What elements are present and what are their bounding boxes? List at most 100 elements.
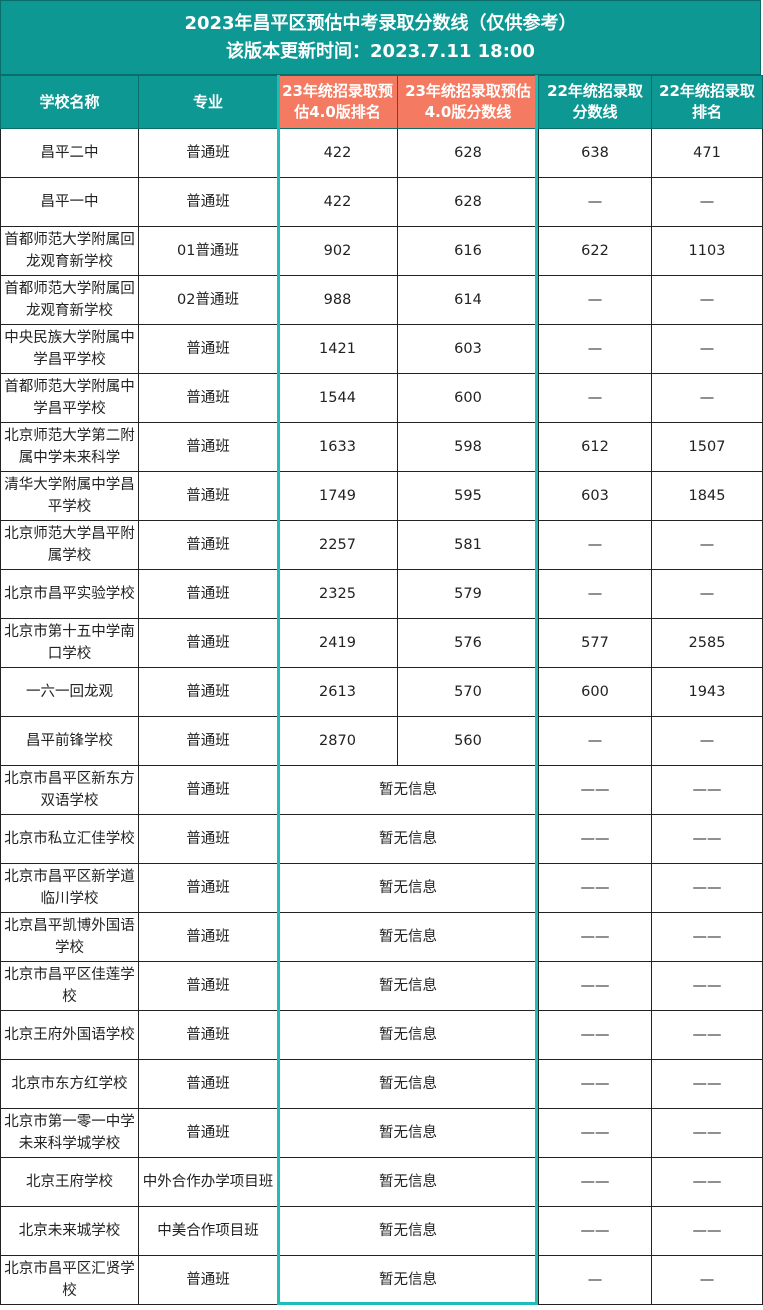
score-22-cell: 603 bbox=[538, 471, 652, 521]
table-row: 中央民族大学附属中学昌平学校 普通班 1421 603— — bbox=[0, 324, 763, 374]
major-cell: 普通班 bbox=[138, 1059, 278, 1109]
major-cell: 普通班 bbox=[138, 128, 278, 178]
rank-23-cell: 2325 bbox=[277, 569, 398, 619]
table-row: 北京市昌平实验学校 普通班 2325 579— — bbox=[0, 569, 763, 619]
rank-23-cell: 2257 bbox=[277, 520, 398, 570]
table-row: 昌平前锋学校 普通班 2870 560— — bbox=[0, 716, 763, 766]
table-row: 北京市昌平区新学道临川学校 普通班 暂无信息 —— —— bbox=[0, 863, 763, 913]
score-23-cell: 603 bbox=[397, 324, 539, 374]
rank-22-cell: —— bbox=[651, 1157, 763, 1207]
score-23-cell: 579 bbox=[397, 569, 539, 619]
score-22-cell: — bbox=[538, 275, 652, 325]
school-cell: 昌平二中 bbox=[0, 128, 139, 178]
rank-23-cell: 1544 bbox=[277, 373, 398, 423]
rank-22-cell: — bbox=[651, 324, 763, 374]
score-22-cell: 600 bbox=[538, 667, 652, 717]
rank-23-cell: 988 bbox=[277, 275, 398, 325]
school-cell: 首都师范大学附属回龙观育新学校 bbox=[0, 226, 139, 276]
no-info-cell: 暂无信息 bbox=[277, 863, 539, 913]
major-cell: 普通班 bbox=[138, 912, 278, 962]
score-22-cell: —— bbox=[538, 1157, 652, 1207]
major-cell: 普通班 bbox=[138, 177, 278, 227]
score-22-cell: — bbox=[538, 1255, 652, 1305]
school-cell: 昌平前锋学校 bbox=[0, 716, 139, 766]
rank-23-cell: 1421 bbox=[277, 324, 398, 374]
header-score-23: 23年统招录取预估4.0版分数线 bbox=[397, 75, 539, 129]
rank-22-cell: 1507 bbox=[651, 422, 763, 472]
score-22-cell: — bbox=[538, 520, 652, 570]
header-row: 学校名称 专业 23年统招录取预估4.0版排名 23年统招录取预估4.0版分数线… bbox=[0, 75, 763, 129]
table-row: 北京王府外国语学校 普通班 暂无信息 —— —— bbox=[0, 1010, 763, 1060]
no-info-cell: 暂无信息 bbox=[277, 1108, 539, 1158]
score-23-cell: 616 bbox=[397, 226, 539, 276]
rank-22-cell: —— bbox=[651, 1108, 763, 1158]
score-22-cell: —— bbox=[538, 814, 652, 864]
rank-22-cell: — bbox=[651, 275, 763, 325]
rank-23-cell: 902 bbox=[277, 226, 398, 276]
school-cell: 北京师范大学昌平附属学校 bbox=[0, 520, 139, 570]
major-cell: 普通班 bbox=[138, 520, 278, 570]
score-22-cell: —— bbox=[538, 1059, 652, 1109]
major-cell: 普通班 bbox=[138, 961, 278, 1011]
rank-22-cell: 1943 bbox=[651, 667, 763, 717]
rank-22-cell: 1845 bbox=[651, 471, 763, 521]
major-cell: 普通班 bbox=[138, 863, 278, 913]
rank-22-cell: — bbox=[651, 1255, 763, 1305]
table-row: 首都师范大学附属回龙观育新学校 02普通班 988 614— — bbox=[0, 275, 763, 325]
rank-22-cell: —— bbox=[651, 1206, 763, 1256]
no-info-cell: 暂无信息 bbox=[277, 1206, 539, 1256]
school-cell: 中央民族大学附属中学昌平学校 bbox=[0, 324, 139, 374]
table-row: 首都师范大学附属回龙观育新学校 01普通班 902 616 622 1103 bbox=[0, 226, 763, 276]
major-cell: 普通班 bbox=[138, 373, 278, 423]
school-cell: 北京市昌平区新学道临川学校 bbox=[0, 863, 139, 913]
major-cell: 普通班 bbox=[138, 1255, 278, 1305]
title-update-time: 该版本更新时间：2023.7.11 18:00 bbox=[226, 41, 535, 62]
score-23-cell: 600 bbox=[397, 373, 539, 423]
table-row: 北京师范大学昌平附属学校 普通班 2257 581— — bbox=[0, 520, 763, 570]
school-cell: 北京昌平凯博外国语学校 bbox=[0, 912, 139, 962]
rank-23-cell: 1749 bbox=[277, 471, 398, 521]
no-info-cell: 暂无信息 bbox=[277, 814, 539, 864]
score-22-cell: —— bbox=[538, 1108, 652, 1158]
no-info-cell: 暂无信息 bbox=[277, 912, 539, 962]
score-22-cell: 638 bbox=[538, 128, 652, 178]
title-main: 2023年昌平区预估中考录取分数线（仅供参考） bbox=[184, 13, 577, 34]
score-22-cell: — bbox=[538, 324, 652, 374]
school-cell: 北京市昌平区汇贤学校 bbox=[0, 1255, 139, 1305]
score-22-cell: — bbox=[538, 569, 652, 619]
score-22-cell: —— bbox=[538, 912, 652, 962]
major-cell: 普通班 bbox=[138, 765, 278, 815]
table-row: 北京市私立汇佳学校 普通班 暂无信息 —— —— bbox=[0, 814, 763, 864]
rank-22-cell: —— bbox=[651, 814, 763, 864]
table-row: 北京市昌平区新东方双语学校 普通班 暂无信息 —— —— bbox=[0, 765, 763, 815]
major-cell: 普通班 bbox=[138, 471, 278, 521]
school-cell: 北京市昌平区新东方双语学校 bbox=[0, 765, 139, 815]
score-22-cell: 622 bbox=[538, 226, 652, 276]
school-cell: 昌平一中 bbox=[0, 177, 139, 227]
table-row: 北京王府学校 中外合作办学项目班 暂无信息 —— —— bbox=[0, 1157, 763, 1207]
header-major: 专业 bbox=[138, 75, 278, 129]
school-cell: 北京王府学校 bbox=[0, 1157, 139, 1207]
rank-22-cell: —— bbox=[651, 863, 763, 913]
score-23-cell: 581 bbox=[397, 520, 539, 570]
score-22-cell: — bbox=[538, 177, 652, 227]
major-cell: 中外合作办学项目班 bbox=[138, 1157, 278, 1207]
header-score-22: 22年统招录取分数线 bbox=[538, 75, 652, 129]
major-cell: 01普通班 bbox=[138, 226, 278, 276]
major-cell: 02普通班 bbox=[138, 275, 278, 325]
score-23-cell: 614 bbox=[397, 275, 539, 325]
header-rank-22: 22年统招录取排名 bbox=[651, 75, 763, 129]
score-23-cell: 570 bbox=[397, 667, 539, 717]
rank-22-cell: — bbox=[651, 373, 763, 423]
score-22-cell: —— bbox=[538, 1206, 652, 1256]
no-info-cell: 暂无信息 bbox=[277, 765, 539, 815]
score-23-cell: 576 bbox=[397, 618, 539, 668]
rank-23-cell: 2870 bbox=[277, 716, 398, 766]
table-row: 昌平二中 普通班 422 628 638 471 bbox=[0, 128, 763, 178]
table-row: 北京昌平凯博外国语学校 普通班 暂无信息 —— —— bbox=[0, 912, 763, 962]
major-cell: 普通班 bbox=[138, 422, 278, 472]
score-22-cell: —— bbox=[538, 765, 652, 815]
school-cell: 北京未来城学校 bbox=[0, 1206, 139, 1256]
major-cell: 普通班 bbox=[138, 569, 278, 619]
score-22-cell: 577 bbox=[538, 618, 652, 668]
